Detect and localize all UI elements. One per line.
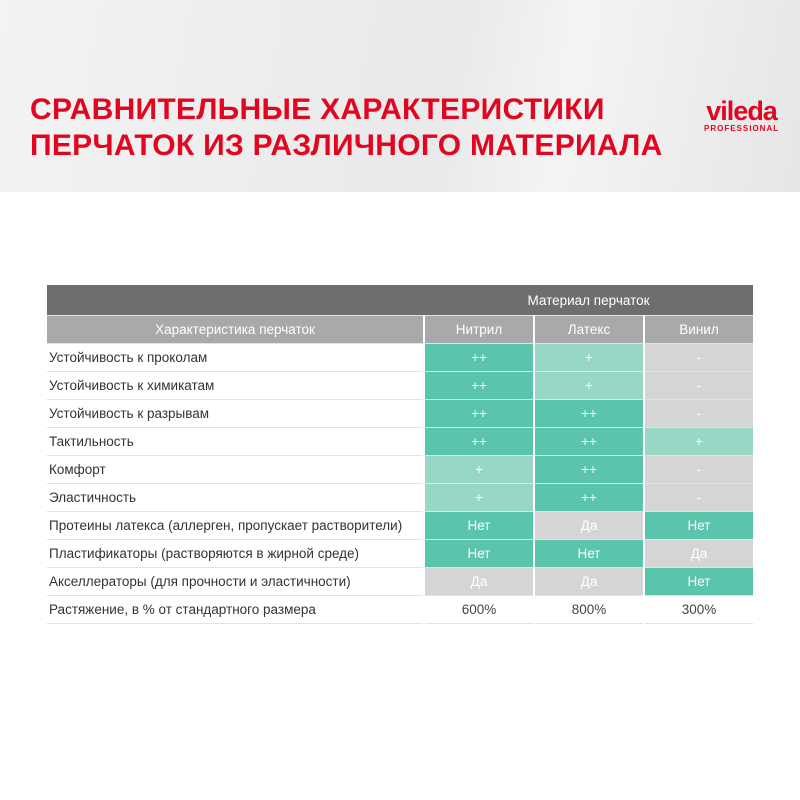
col-header-nitrile: Нитрил [423,315,534,344]
value-cell: 300% [643,595,753,624]
vileda-logo: vileda PROFESSIONAL [704,96,780,134]
comparison-table: Материал перчаток Характеристика перчато… [47,285,753,624]
value-cell: Да [643,539,753,568]
table-row: Протеины латекса (аллерген, пропускает р… [47,511,753,540]
value-cell: 800% [533,595,644,624]
value-cell: ++ [423,343,534,372]
value-cell: Да [533,567,644,596]
table-row: Акселлераторы (для прочности и эластично… [47,567,753,596]
group-header: Материал перчаток [424,285,753,316]
header-spacer [47,285,424,316]
value-cell: Нет [643,511,753,540]
value-cell: - [643,371,753,400]
table-row: Устойчивость к проколам ++ + - [47,343,753,372]
table-row: Устойчивость к разрывам ++ ++ - [47,399,753,428]
col-header-latex: Латекс [533,315,644,344]
col-header-characteristic: Характеристика перчаток [47,315,424,344]
value-cell: - [643,483,753,512]
table-row: Комфорт + ++ - [47,455,753,484]
value-cell: Да [533,511,644,540]
logo-brand: vileda [706,96,778,126]
value-cell: - [643,343,753,372]
value-cell: + [423,455,534,484]
value-cell: - [643,399,753,428]
row-label: Тактильность [47,427,424,456]
table-row: Тактильность ++ ++ + [47,427,753,456]
row-label: Протеины латекса (аллерген, пропускает р… [47,511,424,540]
row-label: Устойчивость к химикатам [47,371,424,400]
value-cell: 600% [423,595,534,624]
group-header-row: Материал перчаток [47,285,753,316]
value-cell: Нет [533,539,644,568]
page-title: СРАВНИТЕЛЬНЫЕ ХАРАКТЕРИСТИКИ ПЕРЧАТОК ИЗ… [30,92,663,164]
value-cell: + [533,371,644,400]
value-cell: ++ [533,483,644,512]
table-row: Растяжение, в % от стандартного размера 6… [47,595,753,624]
value-cell: Нет [423,539,534,568]
table-row: Устойчивость к химикатам ++ + - [47,371,753,400]
value-cell: ++ [533,455,644,484]
value-cell: Нет [423,511,534,540]
row-label: Пластификаторы (растворяются в жирной ср… [47,539,424,568]
value-cell: + [423,483,534,512]
value-cell: ++ [423,427,534,456]
value-cell: ++ [533,427,644,456]
table-row: Эластичность + ++ - [47,483,753,512]
value-cell: + [643,427,753,456]
table-row: Пластификаторы (растворяются в жирной ср… [47,539,753,568]
value-cell: ++ [423,371,534,400]
value-cell: ++ [423,399,534,428]
header-row: Характеристика перчаток Нитрил Латекс Ви… [47,315,753,344]
col-header-vinyl: Винил [643,315,753,344]
row-label: Растяжение, в % от стандартного размера [47,595,424,624]
value-cell: + [533,343,644,372]
row-label: Устойчивость к проколам [47,343,424,372]
logo-sub: PROFESSIONAL [704,124,780,133]
value-cell: Да [423,567,534,596]
row-label: Акселлераторы (для прочности и эластично… [47,567,424,596]
row-label: Эластичность [47,483,424,512]
value-cell: Нет [643,567,753,596]
title-line-1: СРАВНИТЕЛЬНЫЕ ХАРАКТЕРИСТИКИ [30,93,605,126]
row-label: Комфорт [47,455,424,484]
value-cell: - [643,455,753,484]
title-line-2: ПЕРЧАТОК ИЗ РАЗЛИЧНОГО МАТЕРИАЛА [30,129,663,162]
row-label: Устойчивость к разрывам [47,399,424,428]
header-banner [0,0,800,192]
value-cell: ++ [533,399,644,428]
